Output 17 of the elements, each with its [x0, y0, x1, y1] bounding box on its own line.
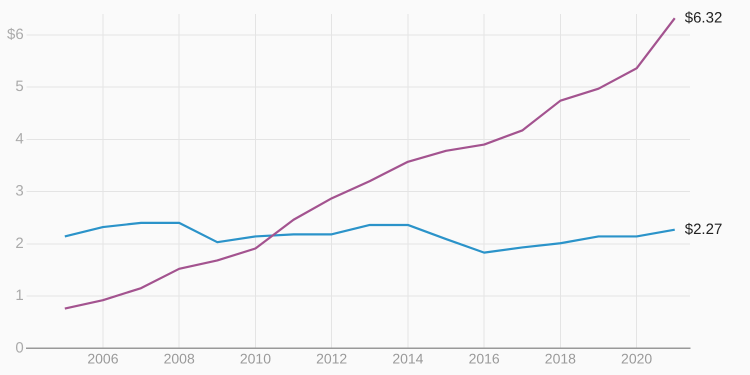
x-tick-label: 2008: [164, 350, 195, 366]
y-tick-label: 2: [15, 234, 24, 252]
x-tick-label: 2018: [544, 350, 576, 366]
y-tick-label: 5: [15, 78, 24, 96]
y-tick-label: 4: [15, 130, 24, 148]
x-tick-label: 2006: [87, 350, 119, 366]
x-tick-label: 2020: [621, 350, 652, 366]
annotation: $2.27: [684, 220, 722, 238]
x-tick-label: 2016: [468, 350, 500, 366]
x-tick-label: 2014: [392, 350, 424, 366]
y-tick-label: 1: [15, 287, 24, 304]
y-tick-label: $6: [6, 26, 24, 44]
x-tick-label: 2012: [316, 350, 348, 366]
y-tick-label: 0: [15, 339, 24, 356]
annotation: $6.32: [684, 9, 722, 26]
y-tick-label: 3: [15, 182, 24, 200]
x-tick-label: 2010: [240, 350, 272, 366]
